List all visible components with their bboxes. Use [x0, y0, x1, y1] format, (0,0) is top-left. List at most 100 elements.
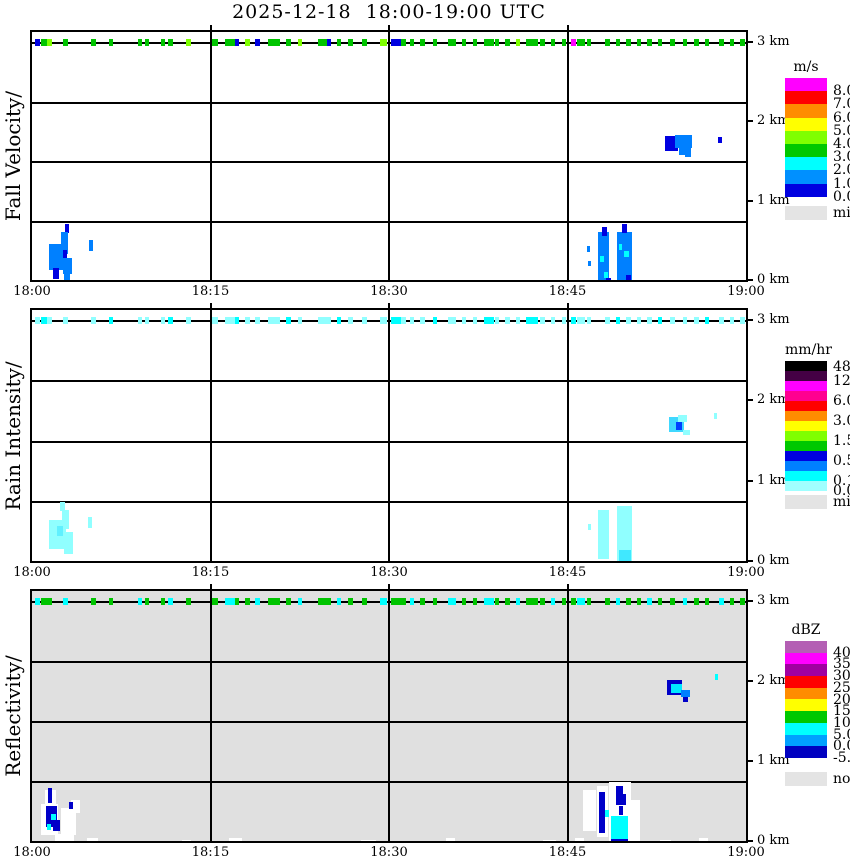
echo-pixel — [182, 840, 191, 841]
cloud-dash — [729, 598, 734, 605]
x-tick-label: 18:15 — [191, 565, 230, 580]
cloud-dash — [447, 317, 456, 324]
colorbar-tick-label: 0.0 — [833, 738, 850, 755]
cloud-dash — [317, 39, 327, 46]
colorbar-band — [785, 641, 827, 653]
colorbar-tick-label: 3.0 — [833, 413, 850, 429]
echo-pixel — [49, 244, 63, 270]
echo-pixel — [619, 806, 623, 815]
echo-pixel — [629, 800, 640, 841]
cloud-dash — [516, 39, 521, 46]
cloud-dash — [348, 317, 354, 324]
cloud-dash — [90, 598, 96, 605]
cloud-dash — [286, 598, 292, 605]
y-tick-label: 1 km — [757, 753, 790, 768]
echo-pixel — [64, 266, 70, 280]
x-tick-label: 18:30 — [370, 845, 408, 860]
echo-pixel — [57, 526, 63, 536]
echo-pixel — [606, 278, 611, 280]
cloud-dash — [472, 39, 477, 46]
missing-swatch — [785, 495, 827, 509]
cloud-dash — [704, 39, 709, 46]
cloud-dash — [185, 317, 191, 324]
cloud-dash — [683, 598, 688, 605]
echo-pixel — [575, 838, 584, 841]
echo-pixel — [683, 697, 688, 702]
cloud-dash — [326, 317, 331, 324]
cloud-dash — [704, 317, 709, 324]
colorbar-tick-label: 4.0 — [833, 136, 850, 152]
cloud-dash — [185, 598, 191, 605]
colorbar-band — [785, 157, 827, 171]
cloud-dash — [63, 317, 69, 324]
colorbar-band — [785, 411, 827, 421]
colorbar-tick-label: 10.0 — [833, 714, 850, 731]
echo-pixel — [53, 820, 60, 831]
gridline-vertical — [209, 591, 212, 841]
y-tick-label: 0 km — [757, 272, 790, 287]
cloud-dash — [505, 39, 511, 46]
top-tick — [388, 25, 390, 30]
cloud-dash — [286, 317, 292, 324]
cloud-dash — [658, 317, 663, 324]
cloud-dash — [410, 598, 415, 605]
cloud-dash — [551, 317, 556, 324]
colorbar-tick-label: 0.5 — [833, 453, 850, 469]
x-tick-label: 18:00 — [13, 845, 51, 860]
colorbar-unit-label: mm/hr — [785, 342, 832, 358]
cloud-dash — [46, 39, 52, 46]
echo-pixel — [61, 232, 68, 254]
figure-title: 2025-12-18 18:00-19:00 UTC — [232, 1, 546, 23]
cloud-dash — [401, 39, 407, 46]
plot-area-rain-intensity — [30, 308, 748, 563]
cloud-dash — [740, 598, 746, 605]
cloud-dash — [718, 317, 724, 324]
cloud-dash — [483, 598, 494, 605]
echo-pixel — [616, 786, 623, 805]
panel-y-axis-label: Fall Velocity/ — [0, 30, 26, 282]
cloud-dash — [718, 598, 724, 605]
cloud-dash — [432, 39, 437, 46]
colorbar-band — [785, 143, 827, 158]
cloud-dash — [540, 598, 546, 605]
y-tick-label: 3 km — [757, 34, 790, 49]
colorbar-tick-label: 6.0 — [833, 109, 850, 126]
cloud-dash — [224, 39, 236, 46]
echo-pixel — [51, 814, 56, 820]
x-tick-label: 18:45 — [548, 284, 587, 299]
colorbar-band — [785, 746, 827, 758]
y-tick-label: 2 km — [757, 113, 790, 129]
echo-pixel — [683, 430, 690, 435]
cloud-dash — [420, 39, 426, 46]
cloud-dash — [669, 598, 675, 605]
colorbar-tick-label: 6.0 — [833, 393, 850, 409]
cloud-dash — [693, 598, 699, 605]
echo-pixel — [681, 690, 690, 697]
cloud-dash — [63, 598, 69, 605]
cloud-dash — [740, 39, 746, 46]
x-tick-label: 19:00 — [727, 284, 765, 299]
cloud-dash — [704, 598, 709, 605]
cloud-dash — [669, 39, 675, 46]
colorbar-band — [785, 381, 827, 391]
cloud-dash — [40, 317, 50, 324]
cloud-dash — [297, 598, 302, 605]
cloud-dash — [211, 317, 218, 324]
cloud-dash — [391, 317, 402, 324]
cloud-dash — [505, 317, 511, 324]
cloud-dash — [63, 39, 69, 46]
top-tick — [209, 584, 212, 589]
cloud-dash — [571, 598, 577, 605]
cloud-dash — [626, 598, 632, 605]
cloud-dash — [160, 317, 165, 324]
gridline-vertical — [566, 32, 569, 280]
top-tick — [566, 303, 569, 308]
echo-pixel — [583, 790, 596, 831]
colorbar-band — [785, 391, 827, 401]
colorbar-band — [785, 130, 827, 144]
colorbar-unit-label: m/s — [793, 59, 819, 75]
cloud-dash — [587, 39, 592, 46]
cloud-dash — [379, 598, 387, 605]
cloud-dash — [420, 598, 426, 605]
y-tick — [748, 319, 753, 321]
